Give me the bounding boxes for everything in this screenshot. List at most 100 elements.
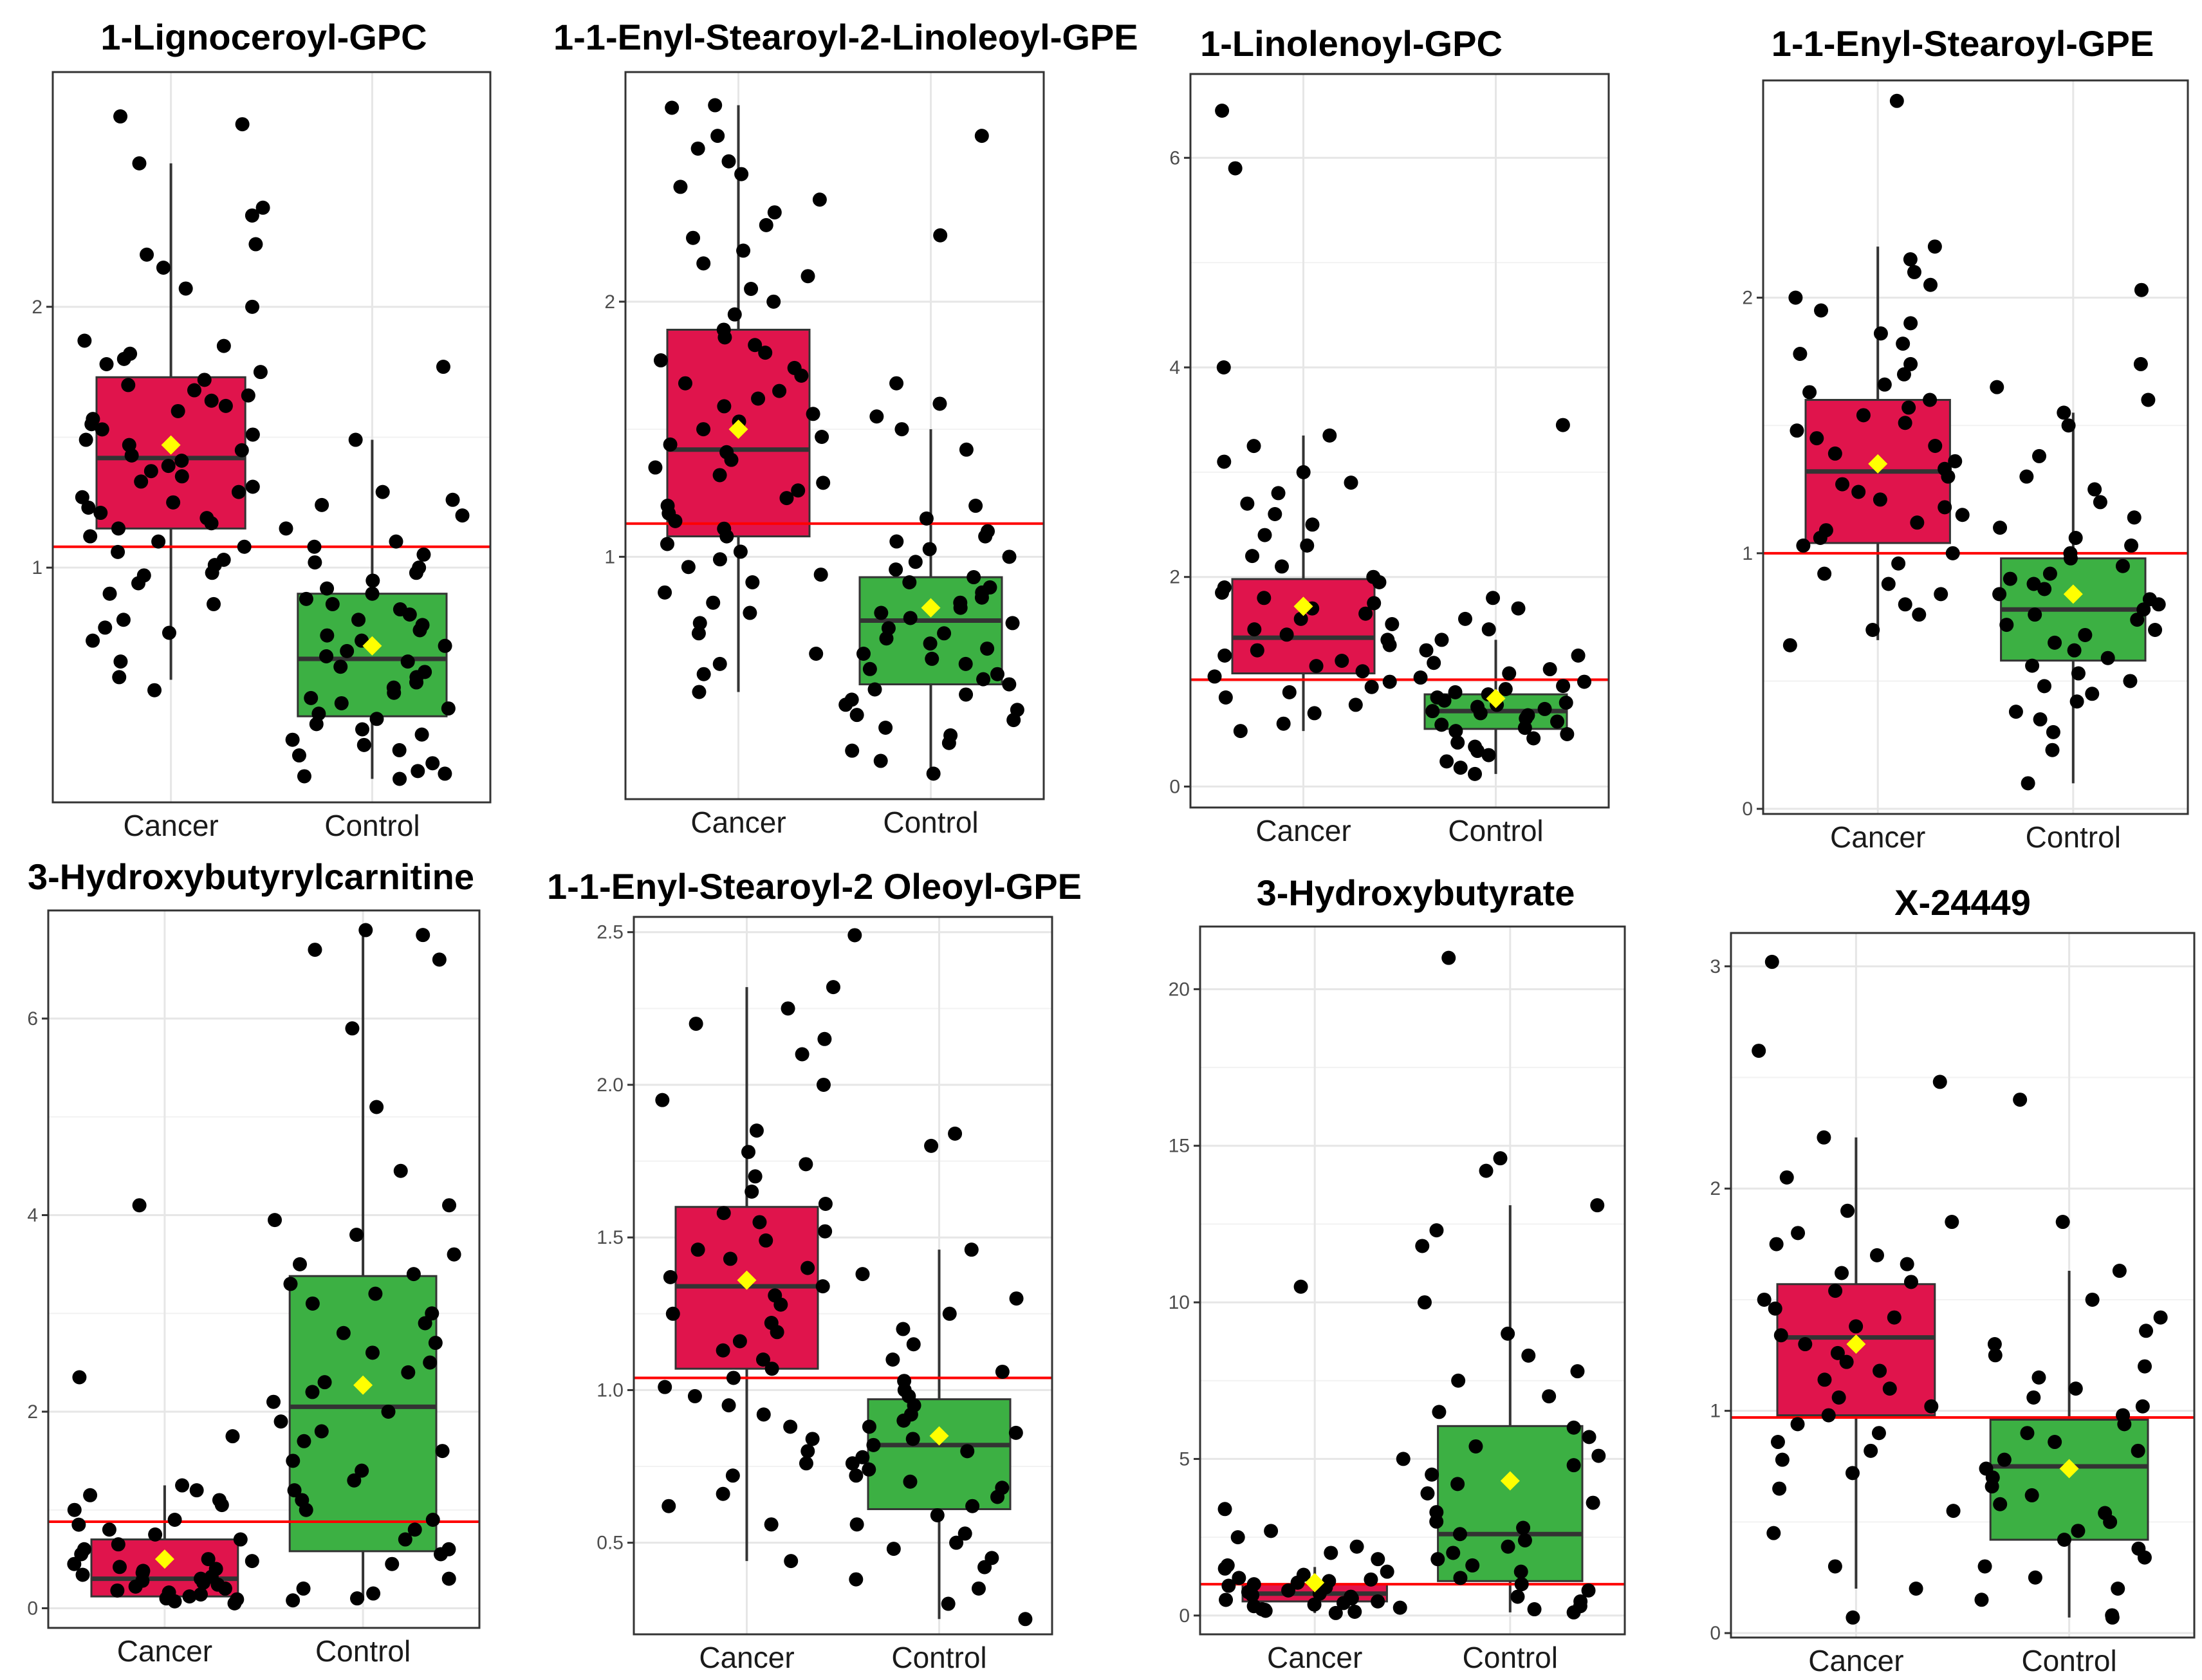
data-point (1348, 697, 1363, 712)
data-point (1432, 1405, 1447, 1419)
data-point (2025, 658, 2040, 673)
data-point (1821, 1408, 1836, 1423)
data-point (949, 1535, 964, 1550)
data-point (425, 1512, 440, 1527)
data-point (83, 1488, 98, 1502)
data-point (678, 376, 692, 391)
data-point (2045, 743, 2060, 757)
data-point (99, 357, 114, 371)
data-point (245, 427, 260, 442)
data-point (2134, 282, 2149, 297)
data-point (905, 1432, 920, 1446)
data-point (751, 391, 766, 406)
data-point (393, 602, 407, 617)
data-point (1344, 475, 1358, 490)
data-point (1309, 659, 1324, 674)
x-category-label: Control (891, 1641, 986, 1674)
data-point (2136, 602, 2151, 617)
data-point (717, 521, 732, 536)
data-point (67, 1502, 82, 1517)
data-point (1840, 1203, 1855, 1218)
data-point (1468, 766, 1483, 781)
data-point (255, 200, 270, 215)
data-point (1465, 1558, 1480, 1573)
y-tick-label: 0 (1169, 776, 1180, 797)
data-point (1887, 1310, 1901, 1325)
data-point (1453, 1571, 1468, 1585)
mean-marker (2063, 584, 2083, 604)
data-point (844, 692, 859, 707)
x-category-label: Cancer (1255, 814, 1351, 847)
data-point (287, 1483, 302, 1498)
data-point (1240, 496, 1255, 511)
x-category-label: Cancer (1808, 1644, 1903, 1677)
data-point (1479, 1163, 1494, 1178)
data-point (2071, 1524, 2086, 1538)
data-point (1271, 486, 1286, 501)
data-point (401, 1365, 416, 1380)
data-point (2008, 705, 2023, 719)
data-point (662, 1499, 676, 1513)
data-point (924, 1138, 939, 1153)
data-point (1932, 1075, 1947, 1089)
data-point (1527, 1602, 1542, 1617)
data-point (308, 943, 322, 957)
data-point (686, 230, 701, 245)
data-point (967, 570, 981, 585)
panel-title: 3-Hydroxybutyrate (1256, 872, 1575, 913)
data-point (1246, 439, 1261, 454)
data-point (441, 701, 456, 716)
y-tick-label: 6 (27, 1008, 38, 1029)
data-point (1430, 690, 1445, 705)
mean-marker (1293, 596, 1313, 616)
data-point (1896, 367, 1911, 382)
data-point (1571, 648, 1586, 663)
data-point (800, 1444, 815, 1459)
data-point (2105, 1608, 2120, 1623)
data-point (768, 1288, 782, 1303)
data-point (245, 299, 260, 314)
data-point (712, 552, 727, 567)
data-point (1581, 1583, 1596, 1598)
data-point (818, 1197, 833, 1211)
mean-marker (1305, 1573, 1325, 1592)
data-point (325, 596, 340, 611)
data-point (347, 1473, 362, 1488)
data-point (116, 613, 131, 627)
data-point (692, 616, 707, 631)
data-point (1556, 679, 1571, 694)
y-tick-label: 5 (1179, 1448, 1190, 1470)
data-point (1864, 1443, 1878, 1458)
data-point (436, 360, 450, 374)
data-point (1322, 1574, 1337, 1589)
data-point (663, 1269, 678, 1284)
data-point (716, 1486, 730, 1501)
data-point (299, 591, 313, 606)
data-point (2135, 1399, 2150, 1414)
data-point (1247, 622, 1262, 637)
data-point (248, 237, 263, 252)
data-point (314, 1424, 329, 1439)
data-point (1948, 454, 1963, 468)
data-point (110, 1583, 125, 1598)
data-point (1232, 1571, 1246, 1585)
data-point (319, 649, 334, 663)
data-point (2037, 582, 2052, 596)
data-point (441, 1571, 456, 1586)
data-point (438, 766, 452, 781)
panel-title: 1-Lignoceroyl-GPC (100, 17, 427, 57)
data-point (1420, 1486, 1435, 1500)
data-point (1769, 1237, 1784, 1251)
data-point (976, 672, 991, 687)
data-point (1429, 1223, 1444, 1238)
data-point (849, 1468, 864, 1483)
data-point (706, 595, 721, 610)
data-point (320, 628, 335, 643)
data-point (369, 712, 384, 726)
data-point (1230, 1530, 1245, 1545)
data-point (663, 437, 678, 452)
box-control (1989, 1418, 2149, 1541)
data-point (286, 1454, 301, 1468)
